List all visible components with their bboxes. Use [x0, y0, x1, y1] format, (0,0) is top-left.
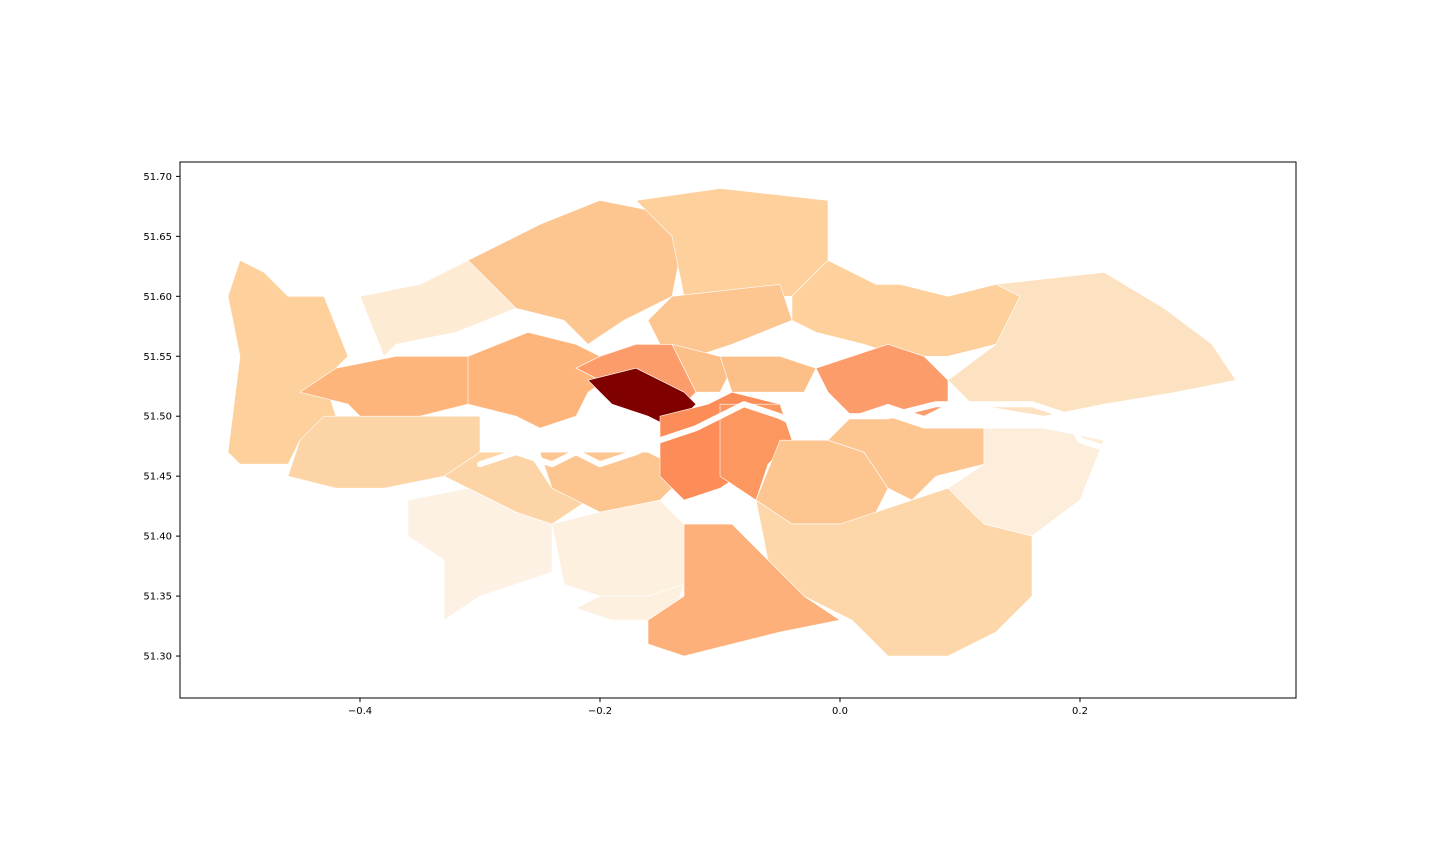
region-11	[587, 367, 697, 429]
river-line	[477, 401, 1119, 468]
region-18	[551, 499, 685, 597]
region-6	[791, 259, 1021, 357]
axes-frame	[179, 161, 1297, 699]
region-2	[359, 259, 517, 357]
region-5	[647, 283, 793, 357]
region-12	[671, 343, 733, 393]
region-7	[947, 271, 1237, 417]
x-tick-label: −0.2	[588, 706, 612, 717]
region-27	[647, 523, 841, 657]
x-tick-label: −0.4	[348, 706, 372, 717]
y-tick-label: 51.55	[143, 352, 172, 363]
y-tick-label: 51.30	[143, 652, 172, 663]
x-axis: −0.4 −0.2 0.0 0.2	[348, 698, 1088, 717]
x-tick-label: 0.2	[1072, 706, 1088, 717]
y-tick-label: 51.70	[143, 172, 172, 183]
y-axis: 51.30 51.35 51.40 51.45 51.50 51.55 51.60 51.65…	[143, 172, 180, 663]
x-tick-label: 0.0	[832, 706, 848, 717]
region-15	[287, 415, 481, 489]
river-thames	[477, 401, 1119, 468]
region-24	[827, 415, 985, 501]
region-14	[815, 343, 949, 417]
map-regions	[227, 188, 1237, 657]
region-26	[755, 487, 1033, 657]
y-tick-label: 51.65	[143, 232, 172, 243]
y-tick-label: 51.60	[143, 292, 172, 303]
y-tick-label: 51.35	[143, 592, 172, 603]
region-13	[719, 355, 817, 393]
region-17	[407, 487, 553, 621]
y-tick-label: 51.40	[143, 532, 172, 543]
y-tick-label: 51.50	[143, 412, 172, 423]
y-tick-label: 51.45	[143, 472, 172, 483]
